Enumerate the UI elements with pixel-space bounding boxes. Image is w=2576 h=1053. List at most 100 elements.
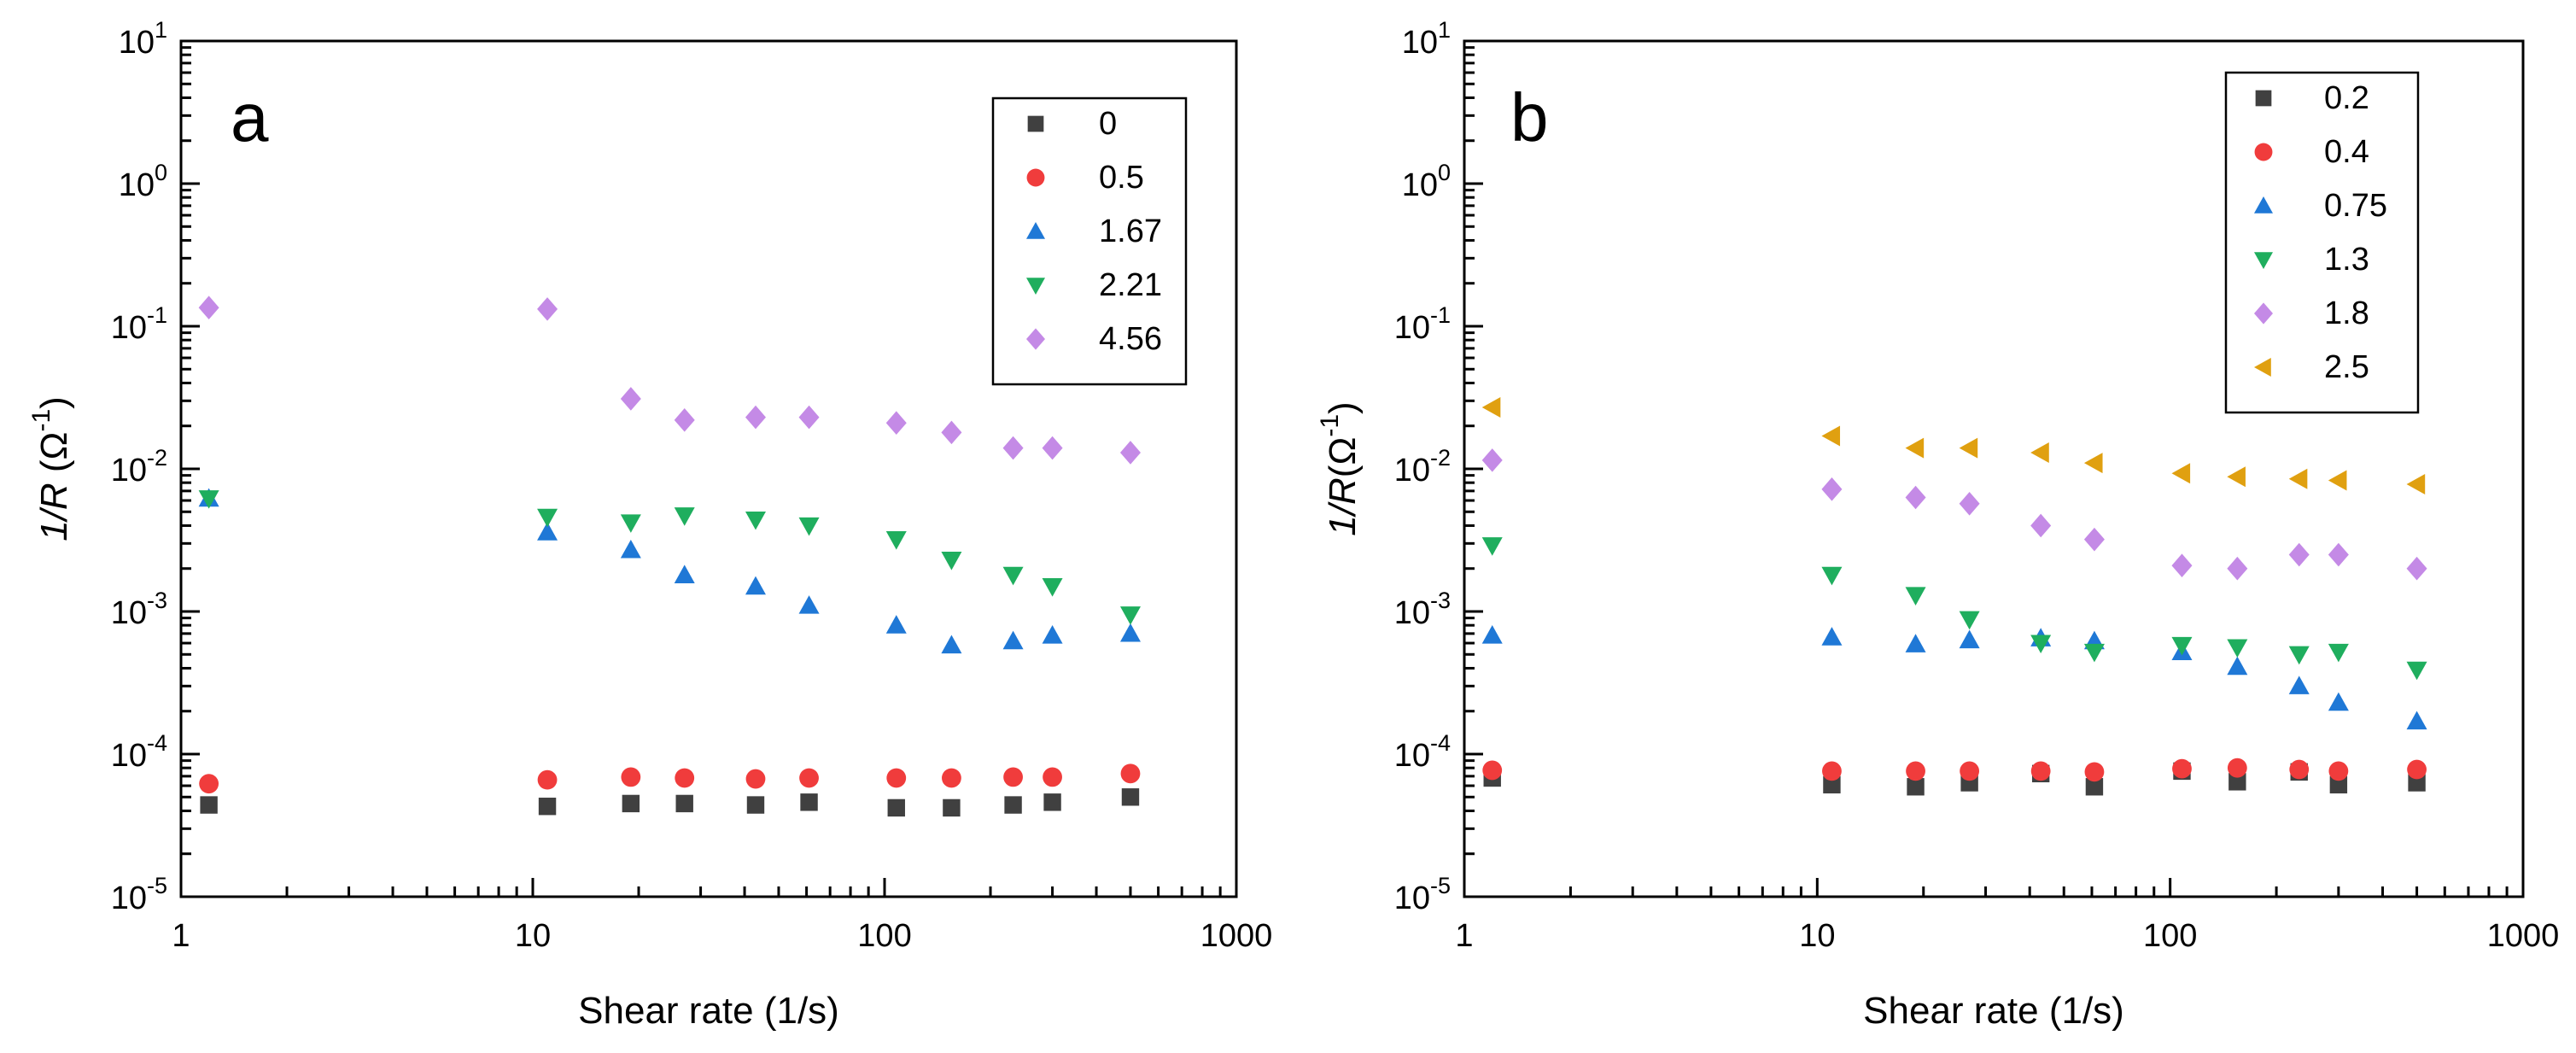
series-0.2 — [1483, 762, 2426, 796]
data-point — [2227, 556, 2248, 581]
y-axis-title: 1/R(Ω-1) — [1316, 401, 1364, 535]
data-point — [1906, 761, 1925, 781]
data-point — [1119, 606, 1141, 625]
legend-label: 1.8 — [2324, 295, 2369, 331]
legend-label: 2.5 — [2324, 349, 2369, 385]
data-point — [887, 799, 905, 817]
legend-label: 4.56 — [1099, 321, 1162, 357]
x-tick-label: 1 — [1455, 918, 1473, 954]
data-point — [2329, 775, 2348, 794]
data-point — [1481, 624, 1503, 644]
data-point — [2083, 527, 2105, 552]
data-point — [2406, 474, 2426, 495]
y-axis: 10-5 10-4 10-3 10-2 10-1 100 101 — [111, 17, 200, 916]
data-point — [2288, 646, 2310, 665]
data-point — [1119, 441, 1141, 465]
data-point — [1959, 437, 1978, 459]
legend-label: 0.2 — [2324, 80, 2369, 116]
data-point — [886, 768, 907, 788]
data-point — [1042, 624, 1063, 644]
legend-label: 1.67 — [1099, 214, 1162, 249]
data-point — [198, 295, 219, 320]
legend-label: 0.5 — [1099, 160, 1144, 196]
data-point — [2406, 711, 2427, 730]
legend: 0 0.5 1.67 2.21 4.56 — [991, 97, 1188, 386]
legend-label: 0.75 — [2324, 188, 2387, 224]
series-1.3 — [1481, 537, 2427, 681]
y-tick-label: 10-2 — [1394, 445, 1451, 488]
data-point — [746, 796, 765, 814]
y-tick-label: 10-1 — [1394, 302, 1451, 346]
series-1.8 — [1481, 448, 2427, 581]
data-point — [941, 420, 962, 445]
data-point — [2288, 676, 2310, 694]
data-point — [2227, 466, 2246, 488]
data-point — [1003, 767, 1023, 787]
series-2.21 — [198, 490, 1141, 625]
data-point — [200, 796, 218, 814]
data-point — [1119, 623, 1141, 642]
data-point — [1821, 627, 1843, 646]
series-0.4 — [1482, 758, 2427, 782]
x-tick-label: 100 — [2143, 918, 2197, 954]
data-point — [2328, 761, 2349, 781]
data-point — [799, 768, 819, 788]
data-point — [2030, 635, 2052, 654]
x-tick-label: 1000 — [1200, 918, 1273, 954]
chart-panel-b: 1 10 100 1000 10-5 10-4 10-3 10-2 10-1 100 101 Shea… — [1288, 0, 2576, 1053]
data-point — [2406, 556, 2427, 581]
legend-marker — [2254, 358, 2271, 377]
chart-panel-a: 1 10 100 1000 10-5 10-4 10-3 10-2 10-1 100 101 Shea… — [27, 17, 1273, 1032]
series-0 — [200, 788, 1140, 817]
data-point — [1823, 775, 1841, 794]
data-point — [2171, 553, 2193, 577]
data-point — [675, 794, 693, 813]
data-point — [745, 511, 766, 530]
data-point — [1042, 577, 1063, 597]
data-point — [620, 514, 641, 533]
y-tick-label: 10-5 — [1394, 873, 1451, 916]
data-point — [621, 767, 641, 787]
data-point — [1959, 491, 1980, 516]
data-point — [941, 635, 962, 654]
data-point — [537, 769, 558, 790]
legend-label: 1.3 — [2324, 242, 2369, 278]
data-point — [942, 768, 961, 788]
legend-marker — [1026, 222, 1045, 239]
data-point — [2407, 759, 2427, 780]
y-tick-label: 10-2 — [111, 445, 167, 488]
x-tick-label: 1 — [172, 918, 190, 954]
y-tick-label: 100 — [1402, 160, 1451, 203]
data-point — [1481, 537, 1503, 556]
data-point — [885, 615, 907, 634]
data-point — [2227, 656, 2248, 676]
data-point — [798, 595, 820, 614]
data-point — [2289, 759, 2310, 780]
legend-box — [2224, 71, 2420, 414]
data-point — [2083, 453, 2103, 474]
series-0.75 — [1481, 624, 2427, 730]
x-axis-title: Shear rate (1/s) — [578, 990, 839, 1032]
series-0.5 — [199, 763, 1141, 794]
data-point — [885, 531, 907, 550]
data-point — [1907, 778, 1925, 796]
data-point — [1043, 793, 1061, 811]
data-point — [2288, 542, 2310, 567]
legend-marker — [2254, 143, 2273, 161]
x-tick-label: 10 — [1799, 918, 1835, 954]
data-point — [2227, 758, 2247, 778]
scatter-plot-a: 1 10 100 1000 10-5 10-4 10-3 10-2 10-1 100 101 Shea… — [27, 17, 1273, 1032]
legend: 0.2 0.4 0.75 1.3 1.8 2.5 — [2224, 71, 2420, 414]
data-point — [622, 794, 640, 813]
y-tick-label: 100 — [119, 160, 167, 203]
data-point — [1821, 477, 1843, 501]
y-axis: 10-5 10-4 10-3 10-2 10-1 100 101 — [1394, 17, 1483, 916]
data-point — [2083, 643, 2105, 663]
data-point — [674, 408, 695, 432]
data-point — [1821, 566, 1843, 586]
data-point — [1004, 796, 1022, 814]
legend-label: 0 — [1099, 106, 1117, 142]
data-point — [620, 387, 641, 411]
data-point — [1481, 448, 1503, 472]
data-point — [745, 576, 766, 595]
